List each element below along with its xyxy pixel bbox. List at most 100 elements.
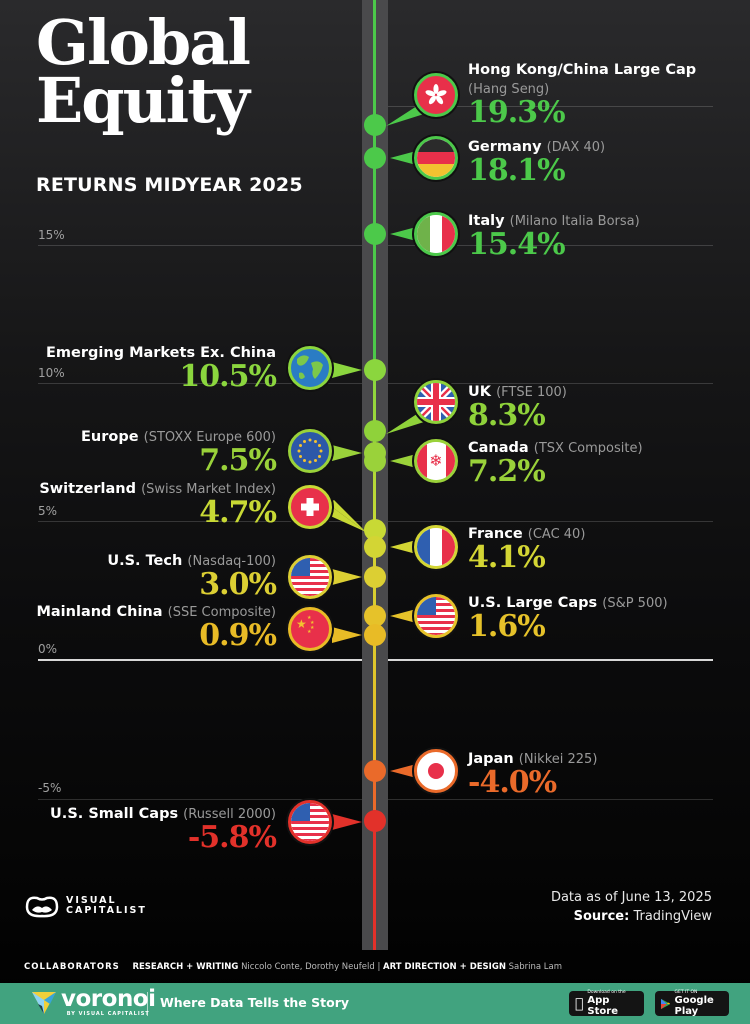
gridline-label-10: 10% <box>38 366 65 380</box>
svg-text:★: ★ <box>310 625 315 631</box>
entry-name: Japan <box>468 751 514 767</box>
italy-flag-icon <box>414 212 458 256</box>
pointer-italy <box>390 226 420 242</box>
usa-flag-icon <box>414 594 458 638</box>
entry-us-large-caps: U.S. Large Caps (S&P 500) 1.6% <box>468 592 668 643</box>
google-play-small-text: GET IT ON <box>674 990 698 995</box>
design-label: ART DIRECTION + DESIGN <box>383 962 506 972</box>
france-flag-icon <box>414 525 458 569</box>
entry-value: 7.5% <box>199 443 277 478</box>
canada-flag-icon: ❄ <box>414 439 458 483</box>
voronoi-logo-icon <box>32 992 56 1014</box>
brand-divider <box>147 992 148 1016</box>
entry-value: 0.9% <box>199 618 277 653</box>
app-store-big-text: App Store <box>579 995 636 1017</box>
entry-value: 8.3% <box>468 398 546 433</box>
entry-switzerland: Switzerland (Swiss Market Index) 4.7% <box>39 478 277 529</box>
visual-capitalist-logo-icon <box>25 896 59 918</box>
dot-japan <box>364 760 386 782</box>
research-names: Niccolo Conte, Dorothy Neufeld <box>241 962 375 972</box>
entry-canada: Canada (TSX Composite) 7.2% <box>468 437 643 488</box>
entry-value: 4.1% <box>468 540 546 575</box>
dot-mainland-china <box>364 624 386 646</box>
germany-flag-icon <box>414 136 458 180</box>
entry-uk: UK (FTSE 100) 8.3% <box>468 381 567 432</box>
gridline-20-partial <box>388 106 713 107</box>
logo-line-1: VISUAL <box>66 895 117 906</box>
entry-index: (Nikkei 225) <box>518 752 598 767</box>
china-flag-icon: ★ ★ ★ ★ ★ <box>288 607 332 651</box>
spine-red <box>373 810 376 950</box>
dot-hong-kong <box>364 114 386 136</box>
source-value: TradingView <box>633 909 712 924</box>
entry-value: -4.0% <box>468 765 557 800</box>
pointer-uk <box>386 412 424 434</box>
entry-value: 7.2% <box>468 454 546 489</box>
collaborators-heading: COLLABORATORS <box>24 962 120 972</box>
research-label: RESEARCH + WRITING <box>132 962 239 972</box>
pointer-us-small-caps <box>332 814 362 830</box>
entry-index: (S&P 500) <box>602 596 668 611</box>
entry-index: (STOXX Europe 600) <box>143 430 276 445</box>
design-names: Sabrina Lam <box>508 962 563 972</box>
entry-name: Switzerland <box>39 481 136 497</box>
entry-us-tech: U.S. Tech (Nasdaq-100) 3.0% <box>107 550 277 601</box>
entry-name: Emerging Markets Ex. China <box>45 345 276 361</box>
pointer-europe <box>332 445 362 461</box>
entry-europe: Europe (STOXX Europe 600) 7.5% <box>81 426 277 478</box>
pointer-france <box>390 539 420 555</box>
pointer-hong-kong <box>386 104 424 126</box>
spine-green <box>373 0 376 380</box>
entry-index: (TSX Composite) <box>533 441 643 456</box>
entry-name: U.S. Tech <box>107 553 183 569</box>
japan-flag-icon <box>414 749 458 793</box>
app-store-button[interactable]:  Download on the App Store <box>569 990 644 1017</box>
credit-divider: | <box>377 962 381 972</box>
spine-orange <box>373 760 376 810</box>
google-play-icon <box>661 998 671 1009</box>
source-label: Source: <box>573 909 630 924</box>
collaborators-credits: COLLABORATORS RESEARCH + WRITING Niccolo… <box>24 962 562 972</box>
entry-value: 10.5% <box>179 359 277 394</box>
entry-name: Italy <box>468 213 505 229</box>
dot-france <box>364 536 386 558</box>
entry-japan: Japan (Nikkei 225) -4.0% <box>468 748 597 799</box>
pointer-germany <box>390 150 420 166</box>
pointer-us-large-caps <box>390 608 420 624</box>
google-play-button[interactable]: GET IT ON Google Play <box>655 990 729 1017</box>
entry-index: (Nasdaq-100) <box>187 554 276 569</box>
page-title: Global Equity <box>36 12 251 132</box>
pointer-us-tech <box>332 569 362 585</box>
hong-kong-flag-icon <box>414 73 458 117</box>
voronoi-logo[interactable]: voronoi BY VISUAL CAPITALIST <box>30 987 156 1017</box>
svg-text:★: ★ <box>296 617 307 631</box>
entry-germany: Germany (DAX 40) 18.1% <box>468 136 605 187</box>
entry-value: 19.3% <box>468 95 566 130</box>
dot-uk <box>364 420 386 442</box>
entry-us-small-caps: U.S. Small Caps (Russell 2000) -5.8% <box>50 803 277 854</box>
page-subtitle: RETURNS MIDYEAR 2025 <box>36 174 303 196</box>
gridline-label-minus-5: -5% <box>38 781 62 795</box>
voronoi-by-line: BY VISUAL CAPITALIST <box>66 1011 150 1017</box>
uk-flag-icon <box>414 380 458 424</box>
entry-name: U.S. Small Caps <box>50 806 179 822</box>
entry-france: France (CAC 40) 4.1% <box>468 523 585 574</box>
dot-canada <box>364 450 386 472</box>
pointer-emerging-markets <box>332 362 362 378</box>
entry-index: (Russell 2000) <box>183 807 276 822</box>
entry-value: 15.4% <box>468 227 566 262</box>
globe-icon <box>288 346 332 390</box>
data-source-note: Data as of June 13, 2025 Source: Trading… <box>551 888 712 926</box>
entry-value: 18.1% <box>468 153 566 188</box>
entry-name: U.S. Large Caps <box>468 595 598 611</box>
voronoi-wordmark: voronoi <box>61 986 156 1012</box>
data-date: Data as of June 13, 2025 <box>550 890 712 905</box>
dot-us-small-caps <box>364 810 386 832</box>
dot-us-large-caps <box>364 605 386 627</box>
entry-index: (DAX 40) <box>546 140 606 155</box>
dot-emerging-markets <box>364 359 386 381</box>
entry-value: 1.6% <box>468 609 546 644</box>
visual-capitalist-logo[interactable]: VISUAL CAPITALIST <box>24 893 147 919</box>
switzerland-flag-icon <box>288 485 332 529</box>
entry-index: (SSE Composite) <box>167 605 276 620</box>
